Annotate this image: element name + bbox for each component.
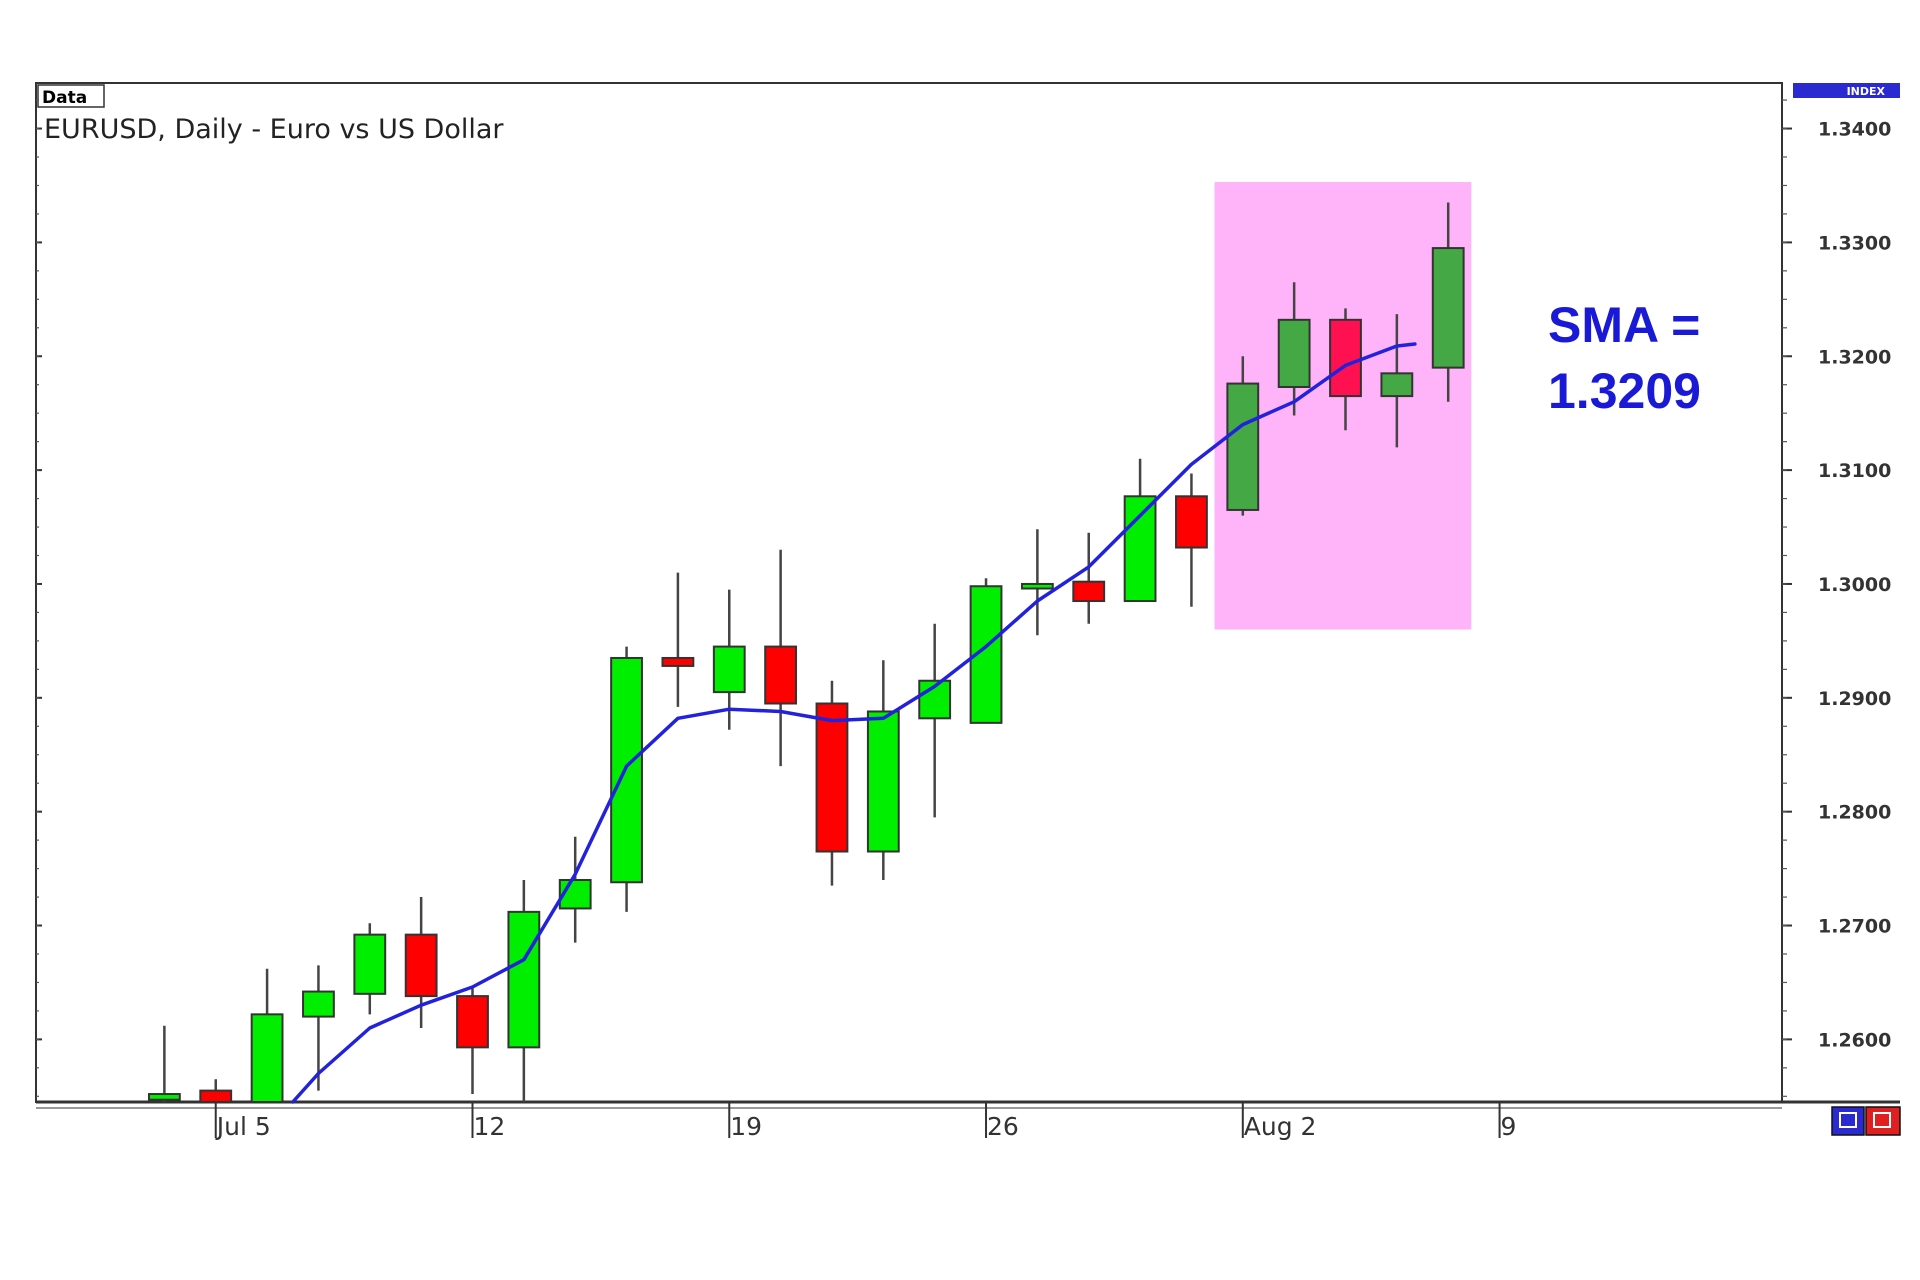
candle-body — [866, 710, 900, 853]
y-tick-label: 1.2700 — [1818, 916, 1891, 938]
candle-body — [302, 990, 335, 1018]
y-tick-label: 1.2800 — [1818, 802, 1891, 824]
candle — [199, 1079, 233, 1103]
x-tick-label: 12 — [474, 1112, 506, 1141]
candle-body — [507, 910, 541, 1049]
candle-body — [712, 645, 746, 694]
candle — [918, 623, 952, 818]
sma-annotation: SMA = 1.3209 — [1548, 297, 1701, 419]
candle-body — [661, 656, 695, 667]
plot-area — [35, 82, 1783, 1103]
candle-body — [815, 702, 849, 853]
index-badge-label: INDEX — [1847, 85, 1886, 98]
sma-annotation-value: 1.3209 — [1548, 363, 1701, 419]
candle — [610, 646, 643, 912]
y-tick-label: 1.3200 — [1818, 346, 1891, 368]
candle-body — [1380, 372, 1414, 398]
candle — [302, 965, 335, 1091]
y-tick-label: 1.2600 — [1818, 1029, 1891, 1051]
candle-body — [1277, 318, 1311, 388]
candle — [1020, 529, 1054, 636]
y-tick-label: 1.3400 — [1818, 119, 1891, 141]
candle — [1072, 532, 1106, 624]
candle-body — [764, 645, 798, 705]
zoom-button-red[interactable] — [1865, 1106, 1901, 1136]
candle — [1123, 458, 1157, 603]
candle-body — [1123, 495, 1157, 603]
candle-body — [1431, 247, 1465, 369]
candle — [661, 572, 695, 707]
candle — [712, 589, 746, 730]
candle — [456, 988, 489, 1095]
candle-body — [353, 933, 387, 995]
zoom-button-blue[interactable] — [1831, 1106, 1865, 1136]
x-axis: Jul 5 12 19 26 Aug 2 9 — [214, 1102, 1517, 1141]
candle — [250, 968, 284, 1104]
candles — [147, 202, 1465, 1104]
candle-body — [199, 1089, 233, 1103]
candle — [764, 549, 798, 767]
sma-line — [291, 342, 1417, 1104]
candle — [866, 660, 900, 880]
chart-background — [35, 82, 1900, 1109]
x-tick-label: 26 — [987, 1112, 1019, 1141]
sma-annotation-label: SMA = — [1548, 297, 1700, 353]
scale-buttons — [1831, 1106, 1901, 1136]
data-tag: Data — [37, 84, 105, 108]
candle — [1380, 314, 1414, 448]
x-tick-label: Aug 2 — [1244, 1112, 1317, 1141]
y-tick-label: 1.3100 — [1818, 460, 1891, 482]
candle — [147, 1025, 181, 1102]
candle-body — [1072, 580, 1106, 603]
x-tick-label: Jul 5 — [215, 1112, 271, 1141]
x-tick-label: 19 — [730, 1112, 762, 1141]
candle-body — [1175, 495, 1208, 549]
candle — [1226, 356, 1260, 516]
y-tick-label: 1.3000 — [1818, 574, 1891, 596]
index-badge: INDEX — [1793, 83, 1900, 98]
candle-body — [1226, 382, 1260, 511]
y-tick-label: 1.2900 — [1818, 688, 1891, 710]
candle — [1277, 282, 1311, 416]
candle — [507, 879, 541, 1102]
candle — [1329, 308, 1362, 431]
candle — [1431, 202, 1465, 402]
candle-body — [918, 679, 952, 720]
candle-body — [456, 995, 489, 1049]
x-tick-label: 9 — [1501, 1112, 1517, 1141]
y-tick-label: 1.3300 — [1818, 232, 1891, 254]
candle — [969, 578, 1003, 724]
candle-body — [1020, 582, 1054, 590]
candle-body — [147, 1093, 181, 1101]
candle — [1175, 473, 1208, 607]
y-axis: 1.3400 1.3300 1.3200 1.3100 1.3000 1.2900 1.28… — [36, 99, 1891, 1097]
candle-body — [1329, 318, 1362, 398]
candle — [353, 923, 387, 1015]
candle — [404, 897, 438, 1028]
chart-title: EURUSD, Daily - Euro vs US Dollar — [44, 114, 504, 145]
data-tag-label: Data — [42, 88, 87, 108]
candle-body — [250, 1013, 284, 1104]
candle-body — [404, 933, 438, 998]
candle — [815, 680, 849, 886]
